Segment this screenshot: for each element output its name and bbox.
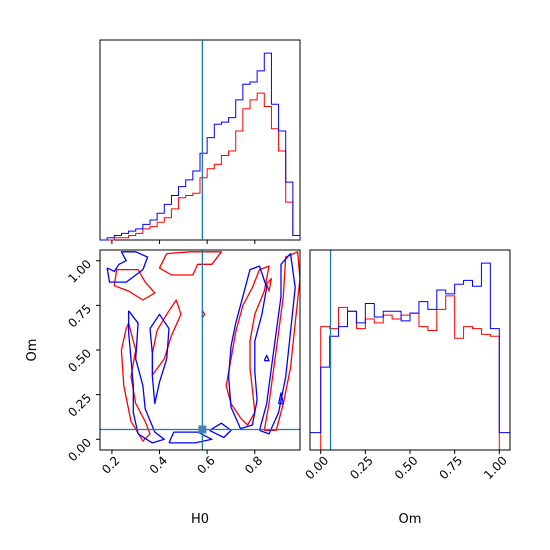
- contour-red-4: [225, 265, 270, 426]
- contour-x-ticks: 0.2 0.4 0.6 0.8: [99, 450, 265, 477]
- h0-tick-label-2: 0.6: [194, 453, 217, 476]
- h0-histogram-step-red: [100, 92, 301, 241]
- contour-red-1: [113, 268, 156, 301]
- om-tick-label-0: 0.00: [303, 453, 332, 482]
- contour-series: [106, 251, 300, 444]
- contour-red-0: [158, 251, 223, 276]
- om-y-tick-label-4: 1.00: [65, 257, 94, 286]
- h0-tick-label-3: 0.8: [242, 453, 265, 476]
- contour-blue-5: [168, 431, 213, 444]
- om-y-tick-label-3: 0.75: [65, 302, 94, 331]
- contour-blue-2: [149, 313, 170, 405]
- contour-blue-8: [277, 392, 284, 405]
- om-histogram-series: [309, 262, 511, 450]
- om-histogram-panel: 0.00 0.25 0.50 0.75 1.00: [303, 249, 511, 482]
- om-axis-label: Om: [399, 512, 422, 527]
- contour-red-3: [151, 299, 182, 376]
- h0-histogram-series: [100, 52, 301, 241]
- om-tick-label-2: 0.50: [392, 453, 421, 482]
- h0-histogram-ticks: [111, 240, 256, 244]
- om-tick-label-4: 1.00: [481, 453, 510, 482]
- contour-blue-7: [263, 354, 270, 362]
- contour-blue-3: [227, 265, 268, 430]
- contour-y-ticks: 0.00 0.25 0.50 0.75 1.00: [65, 257, 100, 464]
- h0-tick-label-1: 0.4: [147, 453, 170, 476]
- om-histogram-frame: [309, 249, 511, 451]
- om-y-tick-label-2: 0.50: [65, 346, 94, 375]
- contour-blue-1: [127, 310, 165, 444]
- contour-blue-6: [209, 422, 232, 439]
- om-y-tick-label-0: 0.00: [65, 436, 94, 465]
- om-histogram-ticks: 0.00 0.25 0.50 0.75 1.00: [303, 450, 510, 482]
- contour-blue-0: [106, 251, 149, 283]
- om-tick-label-3: 0.75: [436, 453, 465, 482]
- om-histogram-step-blue: [309, 262, 511, 450]
- contour-panel: 0.2 0.4 0.6 0.8 0.00 0.25 0.50 0.75 1.00: [65, 249, 301, 477]
- h0-histogram-panel: [99, 39, 301, 244]
- contour-blue-4: [258, 252, 296, 435]
- om-y-axis-label: Om: [25, 339, 40, 362]
- h0-tick-label-0: 0.2: [99, 453, 122, 476]
- om-tick-label-1: 0.25: [347, 453, 376, 482]
- h0-axis-label: H0: [191, 512, 209, 527]
- truth-marker: [198, 425, 207, 434]
- contour-red-6: [266, 277, 273, 292]
- h0-histogram-frame: [99, 39, 301, 241]
- om-y-tick-label-1: 0.25: [65, 391, 94, 420]
- h0-histogram-step-blue: [100, 52, 301, 241]
